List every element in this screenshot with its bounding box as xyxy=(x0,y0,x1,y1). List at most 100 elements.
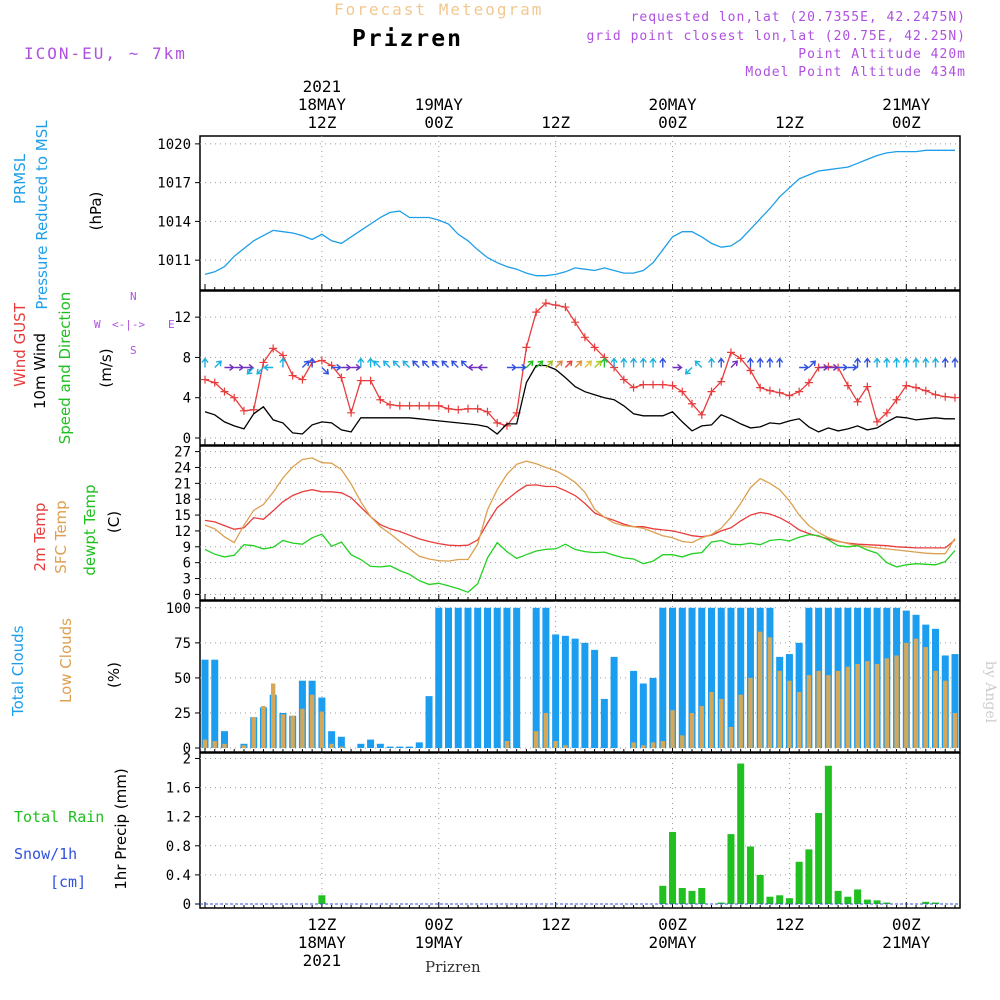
precip-bar xyxy=(659,885,667,904)
clouds-bar xyxy=(943,680,948,748)
wind-arrow xyxy=(367,357,375,368)
clouds-bar xyxy=(483,607,491,748)
wind-arrow xyxy=(756,357,764,368)
wind-arrow xyxy=(818,363,829,372)
precip-bar xyxy=(854,889,862,904)
clouds-bar xyxy=(650,742,656,748)
precip-bar xyxy=(824,765,832,904)
series-line-sfc-temp xyxy=(204,457,956,562)
clouds-bar xyxy=(581,642,589,748)
clouds-bar xyxy=(319,711,325,748)
clouds-bar xyxy=(680,735,685,748)
temp-ytick-label: 24 xyxy=(174,460,191,476)
compass-s: S xyxy=(130,344,137,357)
clouds-bar xyxy=(865,661,870,748)
gust-marker xyxy=(386,400,395,409)
wind-arrow xyxy=(828,363,839,372)
gust-marker xyxy=(804,378,813,387)
precip-bar xyxy=(766,896,774,904)
bottom-time-label: 20MAY xyxy=(648,933,697,952)
gust-marker xyxy=(873,417,882,426)
wind-arrow xyxy=(863,357,871,368)
wind-arrow xyxy=(467,363,478,372)
gust-marker xyxy=(902,381,911,390)
gust-marker xyxy=(337,373,346,382)
clouds-bar xyxy=(454,607,462,748)
wind-arrow xyxy=(766,357,774,368)
clouds-bar xyxy=(951,654,959,748)
wind-arrow xyxy=(506,363,518,372)
precip-ytick-label: 1.2 xyxy=(166,810,191,826)
top-time-label: 20MAY xyxy=(648,95,697,114)
precip-bar xyxy=(883,902,891,904)
gust-marker xyxy=(493,418,502,427)
clouds-bar xyxy=(630,670,638,748)
clouds-bar xyxy=(222,743,227,748)
wind-arrow xyxy=(279,357,287,368)
clouds-bar xyxy=(952,712,958,748)
clouds-bar xyxy=(689,712,695,748)
precip-bar xyxy=(698,887,706,904)
gust-marker xyxy=(629,383,638,392)
precip-bar xyxy=(688,890,696,904)
clouds-bar xyxy=(639,683,647,748)
clouds-bar xyxy=(309,694,315,748)
clouds-bar xyxy=(329,743,334,748)
clouds-bar xyxy=(290,715,295,748)
wind-arrow xyxy=(659,357,667,368)
gust-marker xyxy=(230,393,239,402)
pressure-ytick-label: 1011 xyxy=(157,253,191,269)
gust-marker xyxy=(590,343,599,352)
gust-marker xyxy=(463,404,472,413)
clouds-bar xyxy=(669,607,677,748)
gust-marker xyxy=(941,392,950,401)
gust-marker xyxy=(405,401,414,410)
gust-marker xyxy=(717,377,726,386)
wind-arrow xyxy=(224,363,235,372)
wind-arrow xyxy=(234,363,245,372)
wind-ytick-label: 12 xyxy=(174,310,191,326)
series-line-prmsl xyxy=(204,149,955,277)
clouds-bar xyxy=(845,666,851,748)
wind-ytick-label: 8 xyxy=(183,350,191,366)
gust-marker xyxy=(376,395,385,404)
wind-arrow xyxy=(525,360,534,368)
bottom-time-label: 12Z xyxy=(541,915,570,934)
wind-arrow xyxy=(477,363,488,372)
temp-ytick-label: 15 xyxy=(174,508,191,524)
gust-marker xyxy=(580,333,589,342)
gust-marker xyxy=(269,344,278,353)
gust-marker xyxy=(395,401,404,410)
bottom-time-label: 00Z xyxy=(658,915,687,934)
gust-marker xyxy=(532,308,541,317)
wind-arrow xyxy=(717,357,725,368)
gust-marker xyxy=(327,361,336,370)
precip-bar xyxy=(746,846,754,904)
clouds-bar xyxy=(406,746,414,748)
precip-bar xyxy=(815,813,823,904)
clouds-bar xyxy=(435,607,443,748)
clouds-bar xyxy=(376,743,384,748)
gust-marker xyxy=(483,407,492,416)
wind-arrow xyxy=(214,360,222,368)
precip-bar xyxy=(863,899,871,904)
clouds-bar xyxy=(659,607,667,748)
series-line-2m-temp xyxy=(204,484,956,549)
clouds-bar xyxy=(396,746,404,748)
temp-ytick-label: 3 xyxy=(183,572,191,588)
wind-arrow xyxy=(451,360,459,368)
precip-bar xyxy=(776,895,784,904)
precip-bar xyxy=(844,896,852,904)
clouds-bar xyxy=(727,607,735,748)
clouds-bar xyxy=(835,670,841,748)
clouds-bar xyxy=(600,698,608,748)
wind-arrow xyxy=(630,357,638,368)
top-time-label: 00Z xyxy=(892,113,921,132)
precip-bar xyxy=(932,902,940,904)
gust-marker xyxy=(366,376,375,385)
clouds-bar xyxy=(300,708,305,748)
clouds-bar xyxy=(707,607,715,748)
top-time-label: 12Z xyxy=(775,113,804,132)
gust-marker xyxy=(697,410,706,419)
clouds-bar xyxy=(202,739,208,748)
